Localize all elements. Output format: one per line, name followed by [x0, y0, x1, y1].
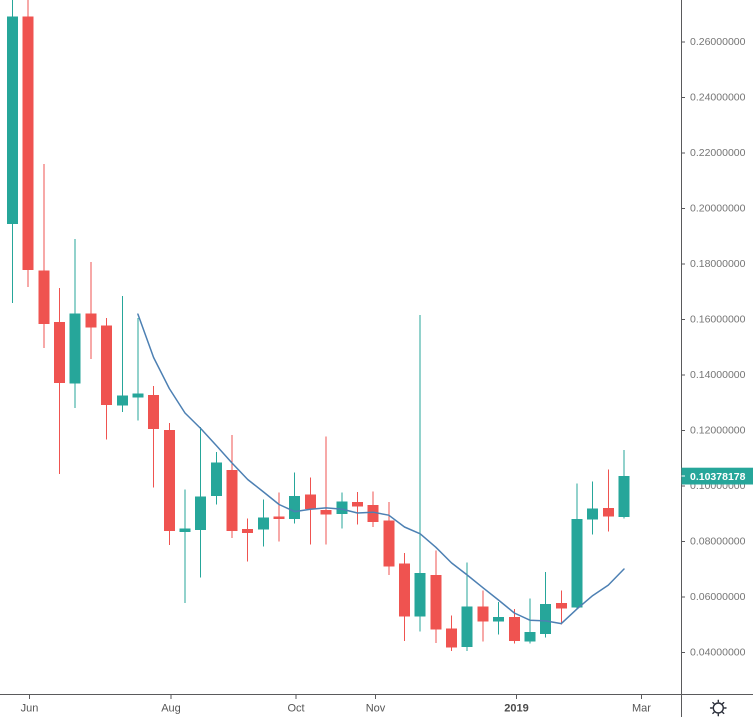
svg-text:0.16000000: 0.16000000 — [690, 314, 746, 326]
svg-text:Mar: Mar — [632, 703, 651, 715]
svg-text:0.04000000: 0.04000000 — [690, 647, 746, 659]
svg-text:0.20000000: 0.20000000 — [690, 203, 746, 215]
svg-text:0.26000000: 0.26000000 — [690, 36, 746, 48]
svg-text:Nov: Nov — [366, 703, 386, 715]
svg-text:0.18000000: 0.18000000 — [690, 258, 746, 270]
svg-text:0.14000000: 0.14000000 — [690, 369, 746, 381]
svg-text:2019: 2019 — [504, 703, 528, 715]
svg-text:Aug: Aug — [161, 703, 181, 715]
svg-text:Oct: Oct — [287, 703, 304, 715]
svg-text:0.08000000: 0.08000000 — [690, 536, 746, 548]
svg-text:Jun: Jun — [21, 703, 39, 715]
svg-text:0.10378178: 0.10378178 — [690, 471, 746, 483]
svg-text:0.22000000: 0.22000000 — [690, 147, 746, 159]
svg-text:0.12000000: 0.12000000 — [690, 425, 746, 437]
svg-text:0.24000000: 0.24000000 — [690, 92, 746, 104]
svg-text:0.06000000: 0.06000000 — [690, 591, 746, 603]
